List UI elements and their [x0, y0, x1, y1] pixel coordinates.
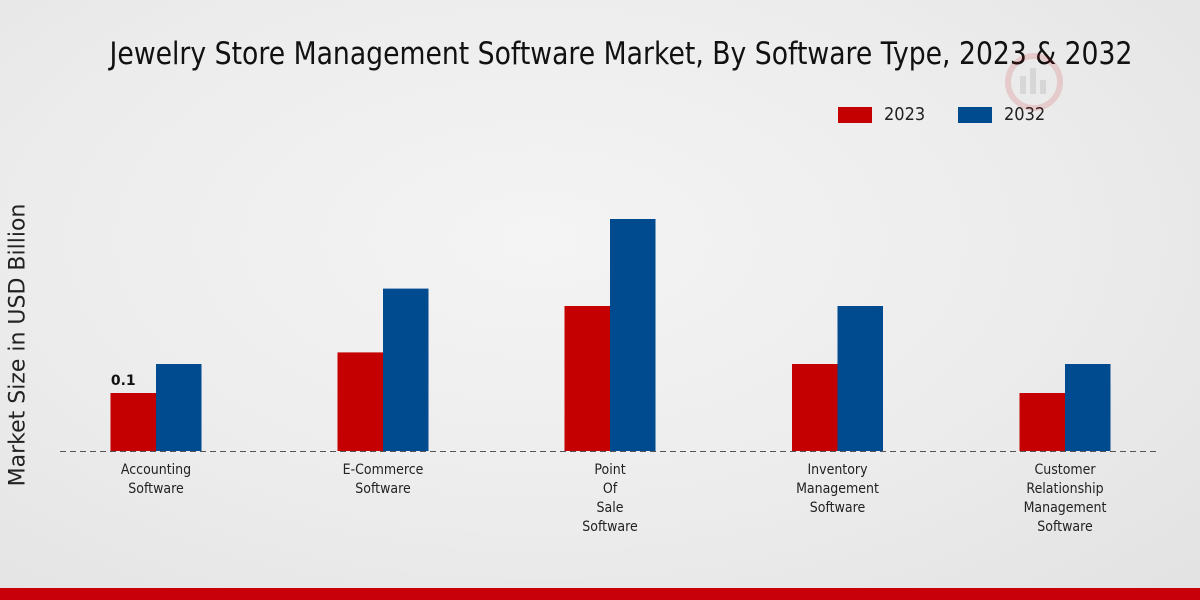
legend-label-2023: 2023 — [884, 104, 926, 125]
x-tick-line: Software — [582, 519, 637, 535]
x-tick-line: Point — [594, 462, 625, 478]
bar-2023-0[interactable] — [110, 393, 157, 451]
x-tick-line: Software — [1037, 519, 1092, 535]
bar-2023-2[interactable] — [564, 306, 611, 451]
x-tick-label-2: Point Of Sale Software — [582, 462, 637, 535]
bar-2032-2[interactable] — [610, 219, 656, 451]
data-label-0: 0.1 — [111, 373, 136, 389]
x-tick-label-3: Inventory Management Software — [796, 462, 879, 516]
legend-swatch-2032 — [958, 106, 992, 123]
x-tick-line: Software — [810, 500, 865, 516]
legend-swatch-2023 — [838, 106, 872, 123]
legend-item-2023[interactable]: 2023 — [838, 104, 930, 125]
x-tick-line: Inventory — [807, 462, 867, 478]
bar-2023-4[interactable] — [1019, 393, 1066, 451]
x-tick-line: Customer — [1034, 462, 1096, 478]
bar-2032-4[interactable] — [1065, 364, 1111, 451]
chart-title: Jewelry Store Management Software Market… — [109, 36, 1133, 72]
x-tick-line: Software — [355, 481, 410, 497]
footer-accent-bar — [0, 588, 1200, 600]
bar-2032-3[interactable] — [837, 306, 884, 451]
x-tick-label-4: Customer Relationship Management Software — [1024, 462, 1107, 535]
bar-2023-1[interactable] — [337, 352, 384, 451]
x-tick-label-0: Accounting Software — [121, 462, 191, 497]
x-tick-line: E-Commerce — [343, 462, 424, 478]
bar-2023-3[interactable] — [792, 364, 838, 451]
bars-layer — [110, 219, 1111, 451]
legend-label-2032: 2032 — [1004, 104, 1046, 125]
x-tick-line: Of — [603, 481, 618, 497]
x-tick-line: Accounting — [121, 462, 191, 478]
x-tick-line: Management — [796, 481, 879, 497]
x-tick-label-1: E-Commerce Software — [343, 462, 424, 497]
x-tick-line: Software — [128, 481, 183, 497]
bar-2032-0[interactable] — [156, 364, 202, 451]
x-tick-line: Management — [1024, 500, 1107, 516]
legend-item-2032[interactable]: 2032 — [958, 104, 1050, 125]
x-tick-line: Sale — [597, 500, 624, 516]
watermark-logo-icon — [1005, 53, 1063, 111]
x-tick-line: Relationship — [1026, 481, 1103, 497]
bar-2032-1[interactable] — [383, 288, 429, 451]
data-labels: 0.1 — [111, 373, 136, 389]
